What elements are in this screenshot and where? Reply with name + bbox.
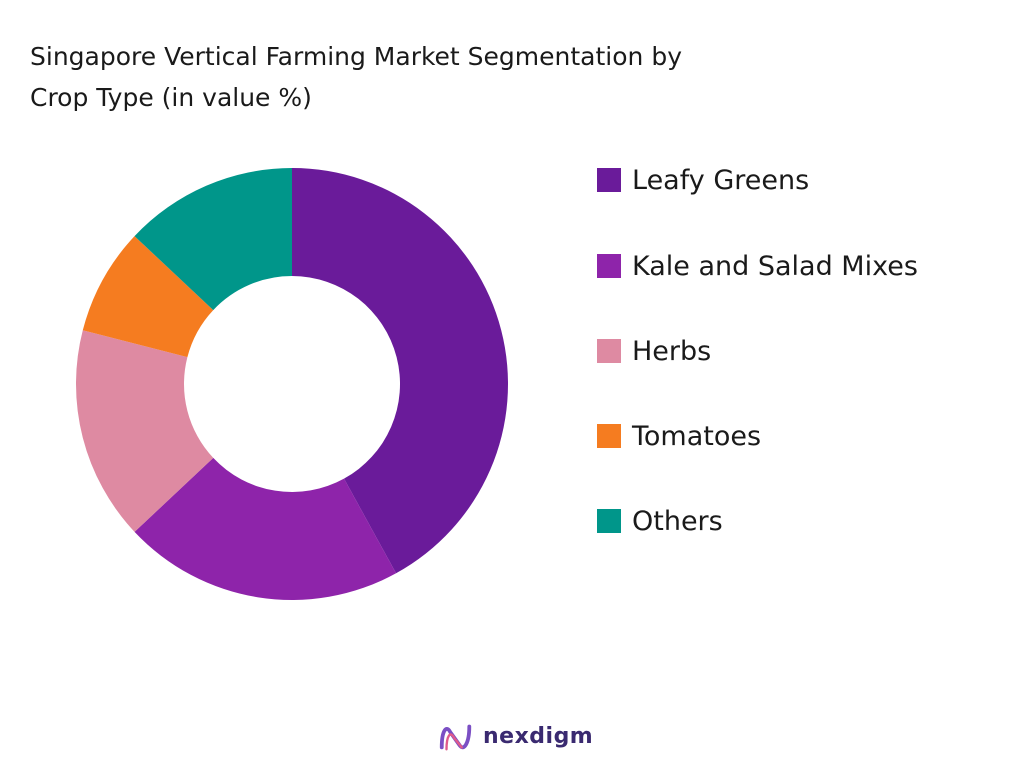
donut-slice-tomatoes: [82, 236, 214, 358]
legend-swatch: [597, 168, 621, 192]
legend-item-leafy-greens: Leafy Greens: [597, 160, 809, 200]
legend-item-kale-and-salad-mixes: Kale and Salad Mixes: [597, 246, 918, 286]
donut-slice-herbs: [76, 330, 214, 532]
chart-title-line-1: Singapore Vertical Farming Market Segmen…: [30, 42, 683, 71]
legend-label: Others: [632, 505, 723, 537]
legend-swatch: [597, 509, 621, 533]
legend-label: Leafy Greens: [632, 164, 810, 196]
legend-item-tomatoes: Tomatoes: [597, 416, 761, 456]
chart-title: Singapore Vertical Farming Market Segmen…: [30, 36, 850, 118]
nexdigm-logo-icon: [439, 724, 472, 751]
legend-swatch: [597, 339, 621, 363]
brand-name: nexdigm: [483, 723, 594, 749]
legend-swatch: [597, 254, 621, 278]
legend-label: Kale and Salad Mixes: [632, 250, 918, 282]
donut-slice-kale-and-salad-mixes: [134, 457, 397, 600]
donut-slice-others: [134, 168, 292, 311]
brand-footer: nexdigm: [437, 716, 593, 756]
donut-slices: [76, 168, 508, 600]
donut-slice-leafy-greens: [292, 168, 508, 574]
legend-label: Tomatoes: [632, 420, 762, 452]
chart-title-line-2: Crop Type (in value %): [30, 83, 312, 112]
legend-swatch: [597, 424, 621, 448]
legend-item-others: Others: [597, 501, 723, 541]
legend-label: Herbs: [632, 335, 712, 367]
legend-item-herbs: Herbs: [597, 331, 711, 371]
